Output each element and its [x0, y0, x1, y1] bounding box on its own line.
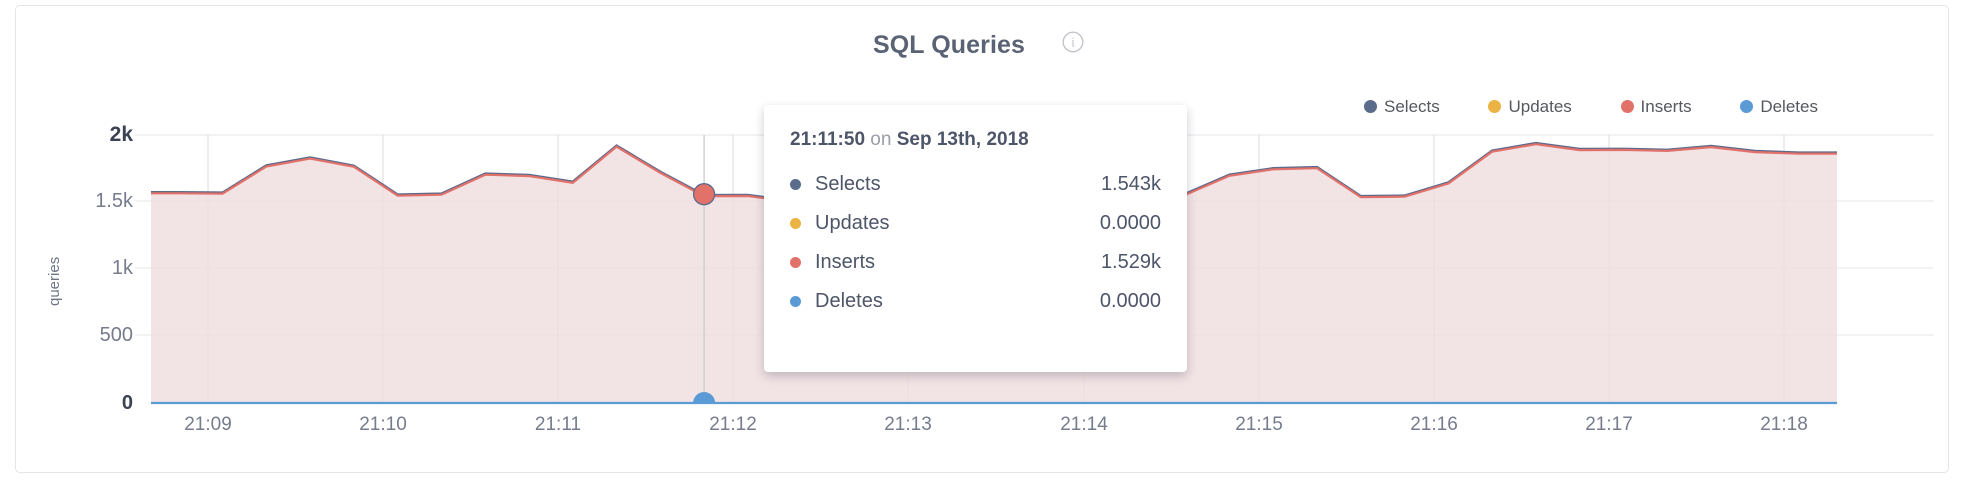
svg-text:21:10: 21:10 [359, 414, 407, 435]
svg-text:21:13: 21:13 [884, 414, 932, 435]
svg-text:21:16: 21:16 [1410, 414, 1458, 435]
svg-text:21:12: 21:12 [709, 414, 757, 435]
svg-text:21:17: 21:17 [1585, 414, 1633, 435]
svg-text:21:15: 21:15 [1235, 414, 1283, 435]
svg-text:500: 500 [100, 324, 133, 346]
svg-text:1.5k: 1.5k [95, 190, 134, 212]
svg-text:2k: 2k [110, 123, 134, 146]
svg-text:1k: 1k [112, 257, 134, 279]
svg-text:21:11: 21:11 [535, 414, 581, 435]
svg-text:21:18: 21:18 [1760, 414, 1808, 435]
svg-text:21:09: 21:09 [184, 414, 232, 435]
svg-text:21:14: 21:14 [1060, 414, 1108, 435]
svg-text:0: 0 [122, 392, 133, 414]
